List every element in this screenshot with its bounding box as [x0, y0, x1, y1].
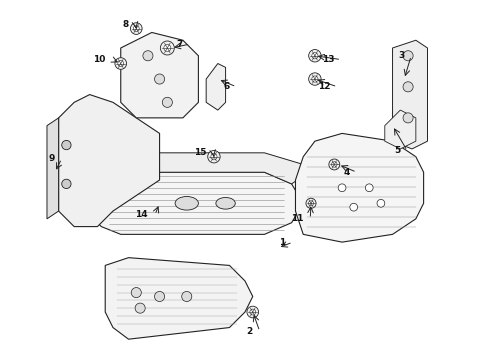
Circle shape — [133, 26, 139, 31]
Circle shape — [135, 303, 145, 313]
Ellipse shape — [216, 198, 235, 209]
Circle shape — [247, 306, 259, 318]
Polygon shape — [90, 172, 303, 234]
Polygon shape — [101, 153, 303, 184]
Circle shape — [62, 140, 71, 150]
Text: 11: 11 — [291, 214, 303, 223]
Circle shape — [118, 60, 123, 67]
Circle shape — [377, 199, 385, 207]
Text: 7: 7 — [176, 40, 183, 49]
Text: 1: 1 — [279, 238, 286, 247]
Circle shape — [208, 150, 220, 163]
Polygon shape — [121, 32, 198, 118]
Circle shape — [312, 76, 318, 82]
Text: 5: 5 — [394, 147, 400, 156]
Text: 13: 13 — [322, 55, 334, 64]
Polygon shape — [392, 40, 427, 149]
Circle shape — [332, 162, 337, 167]
Text: 2: 2 — [246, 327, 253, 336]
Circle shape — [250, 309, 256, 315]
Polygon shape — [295, 134, 424, 242]
Circle shape — [162, 97, 172, 107]
Circle shape — [350, 203, 358, 211]
Text: 15: 15 — [194, 148, 206, 157]
Circle shape — [143, 51, 153, 61]
Circle shape — [309, 201, 314, 206]
Circle shape — [182, 292, 192, 302]
Circle shape — [309, 50, 321, 62]
Circle shape — [306, 198, 316, 208]
Text: 14: 14 — [135, 211, 148, 220]
Circle shape — [130, 23, 142, 35]
Circle shape — [403, 82, 413, 92]
Circle shape — [211, 154, 217, 160]
Circle shape — [403, 51, 413, 61]
Circle shape — [312, 53, 318, 59]
Circle shape — [403, 113, 413, 123]
Circle shape — [366, 184, 373, 192]
Circle shape — [329, 159, 340, 170]
Circle shape — [164, 45, 171, 51]
Polygon shape — [47, 118, 59, 219]
Circle shape — [338, 184, 346, 192]
Circle shape — [309, 73, 321, 85]
Text: 8: 8 — [122, 20, 128, 29]
Circle shape — [131, 288, 141, 298]
Polygon shape — [105, 258, 253, 339]
Polygon shape — [59, 95, 160, 226]
Circle shape — [160, 41, 174, 55]
Circle shape — [154, 74, 165, 84]
Circle shape — [115, 58, 126, 69]
Circle shape — [62, 179, 71, 189]
Polygon shape — [206, 63, 225, 110]
Text: 4: 4 — [343, 168, 350, 177]
Circle shape — [154, 292, 165, 302]
Ellipse shape — [175, 197, 198, 210]
Text: 6: 6 — [223, 82, 229, 91]
Polygon shape — [385, 110, 416, 149]
Text: 10: 10 — [93, 55, 105, 64]
Text: 12: 12 — [318, 82, 330, 91]
Text: 9: 9 — [49, 154, 55, 163]
Text: 3: 3 — [398, 51, 404, 60]
